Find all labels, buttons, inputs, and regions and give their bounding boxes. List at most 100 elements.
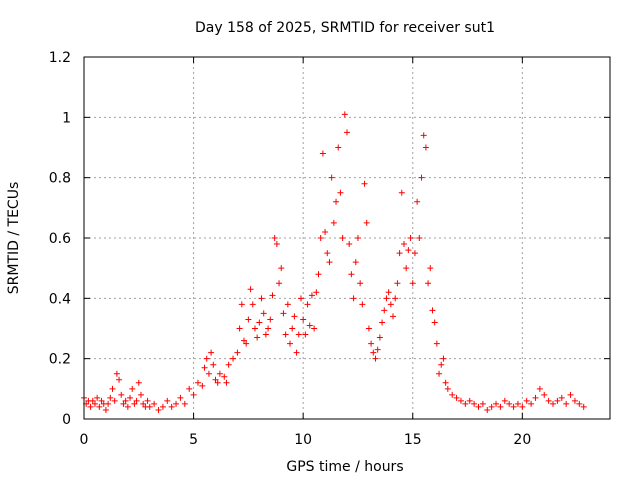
data-point — [234, 349, 241, 356]
x-tick-label: 20 — [513, 432, 531, 448]
data-point — [221, 373, 228, 380]
data-point — [385, 289, 392, 296]
data-point — [514, 400, 521, 407]
data-point — [91, 400, 98, 407]
y-tick-label: 1 — [62, 110, 71, 126]
data-point — [273, 241, 280, 248]
data-point — [258, 295, 265, 302]
data-point — [293, 349, 300, 356]
data-point — [328, 174, 335, 181]
data-point — [155, 406, 162, 413]
data-point — [346, 241, 353, 248]
data-point — [186, 385, 193, 392]
data-point — [449, 391, 456, 398]
data-point — [576, 400, 583, 407]
data-point — [326, 259, 333, 266]
data-point — [256, 319, 263, 326]
data-point — [297, 295, 304, 302]
data-point — [260, 310, 267, 317]
data-point — [291, 313, 298, 320]
data-point — [164, 397, 171, 404]
data-point — [433, 340, 440, 347]
data-point — [394, 280, 401, 287]
data-point — [341, 111, 348, 118]
data-point — [287, 340, 294, 347]
data-point — [427, 265, 434, 272]
data-point — [440, 355, 447, 362]
data-point — [94, 394, 101, 401]
data-point — [357, 280, 364, 287]
data-point — [466, 397, 473, 404]
data-point — [431, 319, 438, 326]
data-point — [214, 379, 221, 386]
data-point — [109, 385, 116, 392]
data-point — [563, 400, 570, 407]
data-point — [462, 400, 469, 407]
data-point — [280, 310, 287, 317]
data-point — [205, 370, 212, 377]
data-point — [337, 189, 344, 196]
data-point — [436, 370, 443, 377]
y-tick-label: 0.4 — [49, 291, 71, 307]
data-point — [392, 295, 399, 302]
data-point — [501, 397, 508, 404]
data-point — [484, 406, 491, 413]
data-point — [422, 144, 429, 151]
data-point — [319, 150, 326, 157]
data-point — [181, 400, 188, 407]
data-point — [311, 325, 318, 332]
data-point — [354, 235, 361, 241]
data-point — [438, 361, 445, 368]
data-point — [240, 337, 247, 344]
data-point — [289, 325, 296, 332]
data-point — [216, 370, 223, 377]
data-point — [322, 228, 329, 235]
data-point — [545, 397, 552, 404]
data-point — [383, 295, 390, 302]
data-point — [510, 403, 517, 410]
data-point — [203, 355, 210, 362]
y-tick-label: 0.8 — [49, 171, 71, 187]
data-point — [444, 385, 451, 392]
data-point — [506, 400, 513, 407]
data-point — [118, 391, 125, 398]
data-point — [416, 235, 423, 241]
data-point — [276, 280, 283, 287]
data-point — [390, 313, 397, 320]
data-point — [363, 219, 370, 226]
data-point — [453, 394, 460, 401]
data-point — [127, 394, 134, 401]
data-point — [111, 397, 118, 404]
axis-ticks: 0 0.2 0.4 0.6 0.8 1 1.2 0 5 10 15 20 — [49, 50, 610, 448]
data-point — [265, 325, 272, 332]
data-point — [442, 379, 449, 386]
data-point — [418, 174, 425, 181]
data-point — [365, 325, 372, 332]
data-point — [400, 241, 407, 248]
y-tick-label: 0.6 — [49, 231, 71, 247]
data-point — [168, 403, 175, 410]
data-point — [519, 403, 526, 410]
data-point — [368, 340, 375, 347]
data-point — [225, 361, 232, 368]
data-point — [245, 316, 252, 323]
data-point — [223, 379, 230, 386]
data-point — [105, 400, 112, 407]
x-tick-label: 5 — [189, 432, 198, 448]
data-point — [194, 379, 201, 386]
data-point — [567, 391, 574, 398]
data-point — [350, 295, 357, 302]
data-point — [306, 322, 313, 329]
data-point — [315, 271, 322, 278]
data-point — [497, 403, 504, 410]
data-point — [407, 235, 414, 241]
data-point — [396, 250, 403, 257]
data-point — [425, 280, 432, 287]
data-points — [81, 111, 587, 413]
data-point — [580, 403, 587, 410]
data-point — [190, 391, 197, 398]
data-point — [374, 346, 381, 353]
data-point — [146, 403, 153, 410]
data-point — [208, 349, 215, 356]
